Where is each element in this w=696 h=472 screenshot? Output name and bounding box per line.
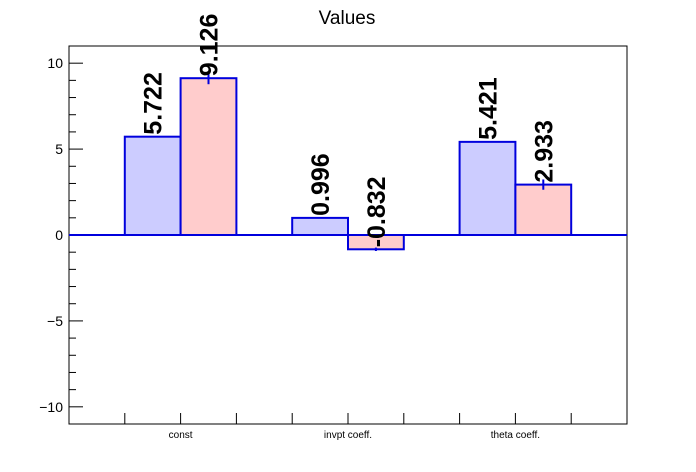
x-category-label: invpt coeff. bbox=[324, 430, 372, 441]
bar bbox=[458, 140, 517, 236]
data-label: 5.722 bbox=[140, 72, 168, 135]
y-tick-label: 10 bbox=[47, 55, 63, 71]
x-category-label: theta coeff. bbox=[491, 430, 540, 441]
bar bbox=[514, 183, 573, 236]
bar bbox=[123, 135, 182, 236]
data-label: 5.421 bbox=[475, 77, 503, 140]
bars bbox=[69, 72, 627, 252]
y-tick-label: 5 bbox=[55, 141, 63, 157]
chart-title: Values bbox=[319, 8, 376, 29]
data-label: -0.832 bbox=[363, 176, 391, 247]
x-category-label: const bbox=[169, 430, 193, 441]
bar bbox=[179, 77, 238, 236]
x-axis: const invpt coeff. theta coeff. bbox=[124, 413, 572, 441]
data-label: 9.126 bbox=[196, 14, 224, 77]
y-tick-label: −5 bbox=[47, 313, 63, 329]
data-labels: 5.722 0.996 5.421 9.126 -0.832 2.933 bbox=[140, 14, 559, 248]
data-label: 0.996 bbox=[307, 153, 335, 216]
bar bbox=[291, 216, 350, 236]
data-label: 2.933 bbox=[530, 120, 558, 183]
y-tick-label: −10 bbox=[39, 399, 63, 415]
y-tick-label: 0 bbox=[55, 227, 63, 243]
